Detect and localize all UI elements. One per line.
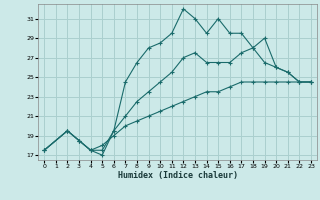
- X-axis label: Humidex (Indice chaleur): Humidex (Indice chaleur): [118, 171, 238, 180]
